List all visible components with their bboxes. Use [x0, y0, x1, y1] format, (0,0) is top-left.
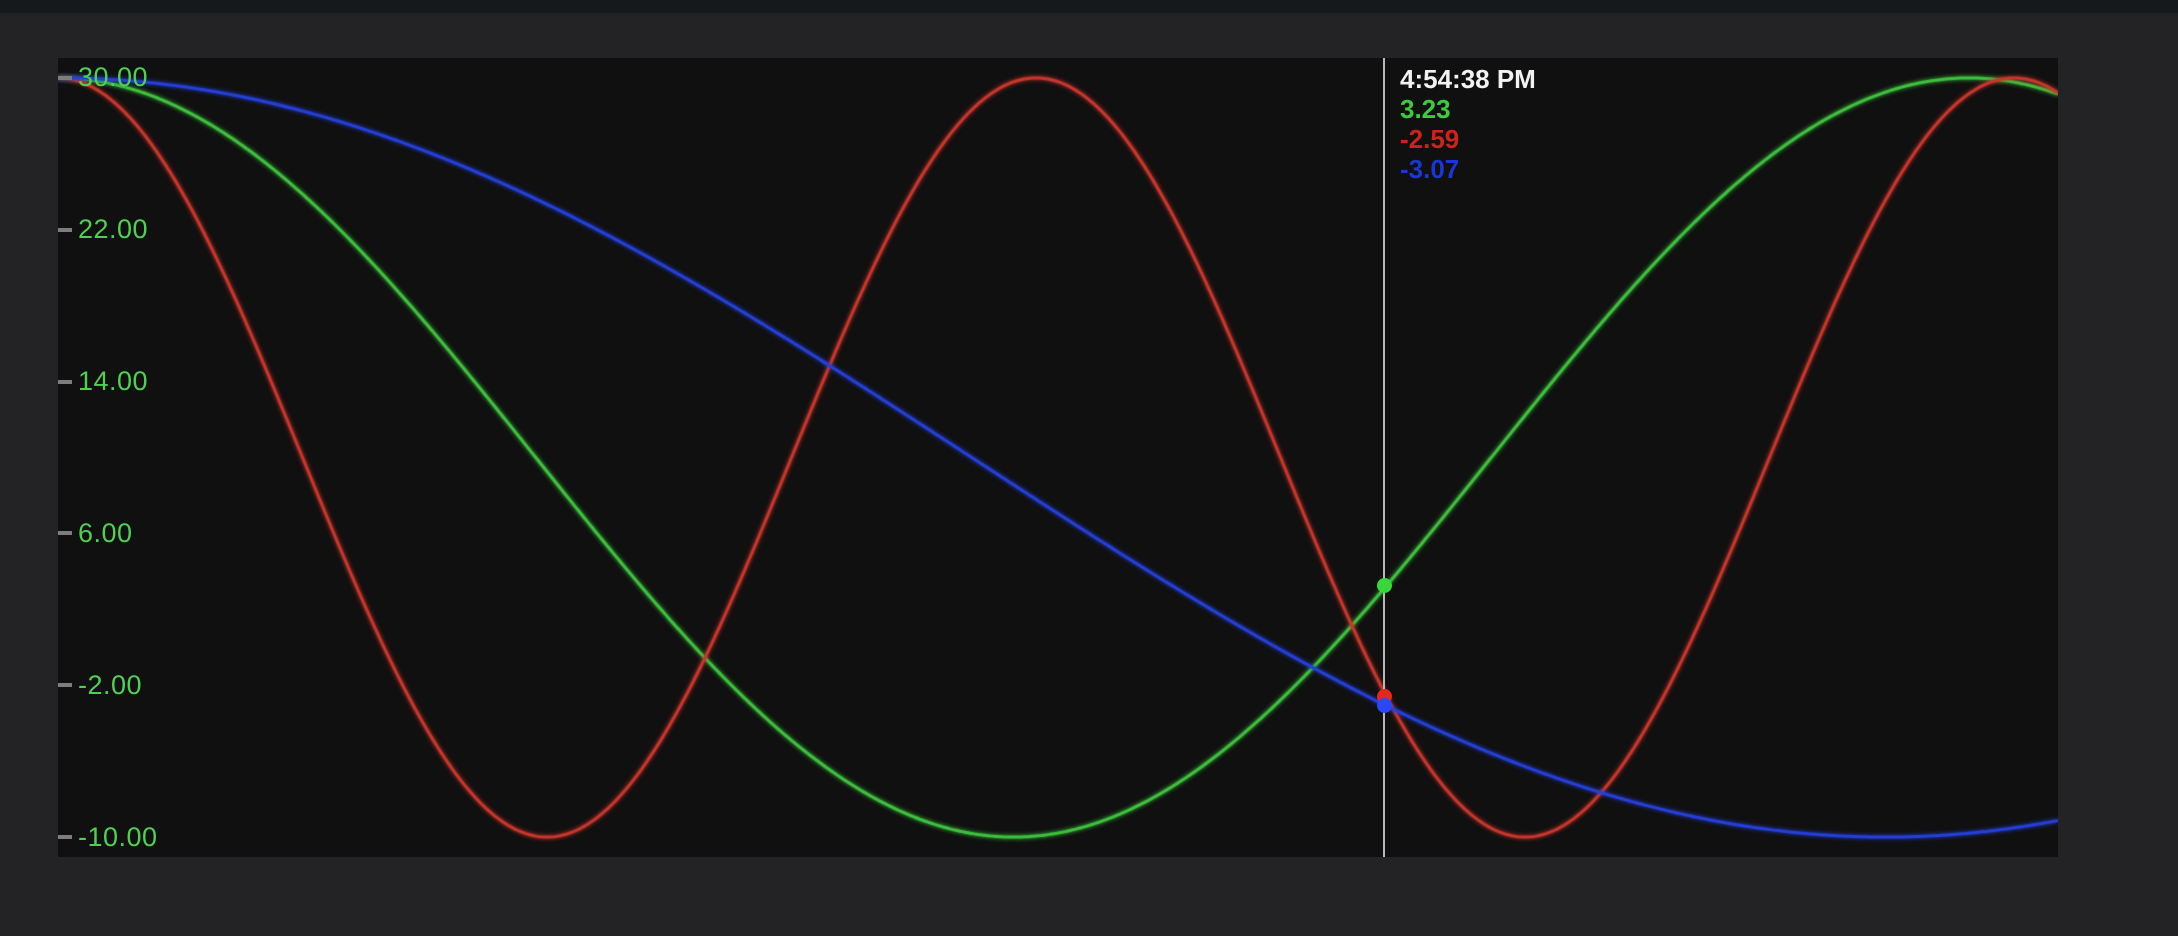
chart-canvas: [58, 58, 2058, 857]
plot-area[interactable]: 30.00 22.00 14.00 6.00 -2.00 -10.00 4:54:38 P…: [58, 58, 2058, 857]
cursor-dot-blue: [1376, 698, 1392, 714]
top-bar: [0, 0, 2178, 16]
crosshair-line: [1383, 58, 1385, 857]
cursor-dot-green: [1376, 578, 1392, 594]
